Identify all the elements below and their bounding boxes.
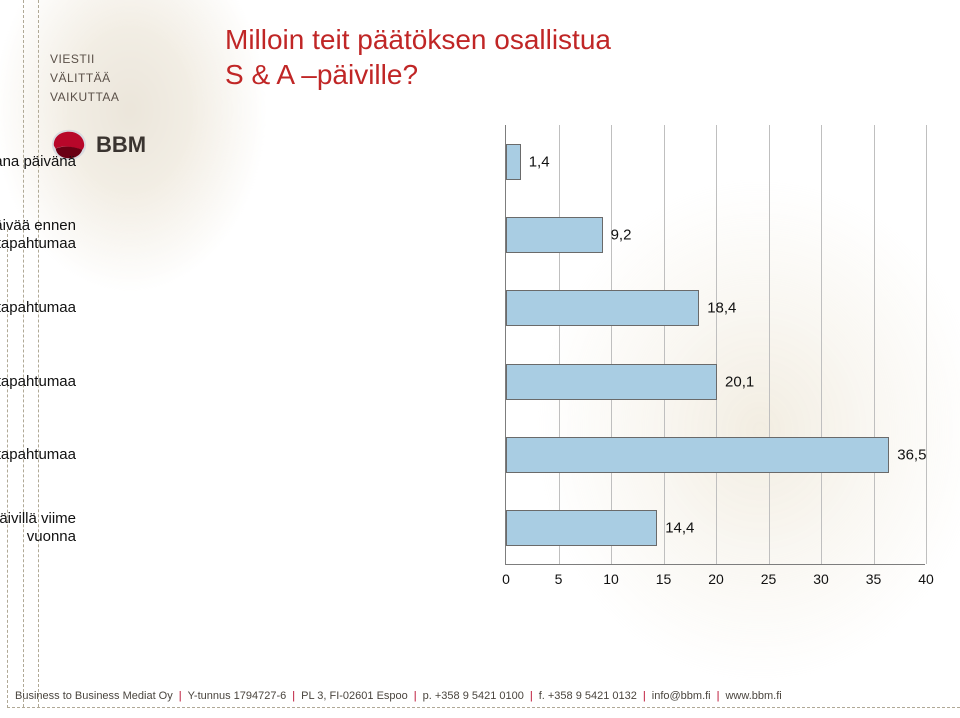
x-tick-label: 15: [656, 571, 672, 587]
bar-category-label: Kuukausi ennen tapahtumaa: [0, 373, 76, 391]
grid-line: [664, 125, 665, 564]
x-tick-label: 5: [555, 571, 563, 587]
bar-value-label: 9,2: [611, 227, 632, 244]
bar: [506, 364, 717, 400]
sidebar: VIESTII VÄLITTÄÄ VAIKUTTAA BBM: [50, 50, 200, 164]
tagline-line: VAIKUTTAA: [50, 88, 200, 107]
x-tick-label: 40: [918, 571, 934, 587]
page-title: Milloin teit päätöksen osallistuaS & A –…: [225, 22, 611, 92]
bar: [506, 217, 603, 253]
bar-value-label: 14,4: [665, 520, 694, 537]
tagline: VIESTII VÄLITTÄÄ VAIKUTTAA: [50, 50, 200, 108]
bar-category-label: Useampi kuukausi ennen tapahtumaa: [0, 446, 76, 464]
grid-line: [874, 125, 875, 564]
bar-category-label: 2-3 viikkoa ennen tapahtumaa: [0, 299, 76, 317]
tagline-line: VÄLITTÄÄ: [50, 69, 200, 88]
bar-category-label: Heti käytyäni S & A -päivillä viime vuon…: [0, 510, 76, 546]
bar: [506, 144, 521, 180]
bar: [506, 510, 657, 546]
bar-category-label: Samana päivänä: [0, 153, 76, 171]
grid-line: [926, 125, 927, 564]
x-tick-label: 20: [708, 571, 724, 587]
x-tick-label: 0: [502, 571, 510, 587]
chart-area: 0510152025303540Samana päivänä1,4Viikkoa…: [225, 125, 925, 605]
bar-category-label: Viikkoa tai muutamaa päivää ennen tapaht…: [0, 217, 76, 253]
logo-text: BBM: [96, 132, 146, 158]
grid-line: [769, 125, 770, 564]
x-tick-label: 25: [761, 571, 777, 587]
grid-line: [821, 125, 822, 564]
footer: Business to Business Mediat Oy|Y-tunnus …: [15, 690, 950, 702]
bar: [506, 437, 889, 473]
chart-plot: 0510152025303540Samana päivänä1,4Viikkoa…: [505, 125, 925, 565]
x-tick-label: 35: [866, 571, 882, 587]
tagline-line: VIESTII: [50, 50, 200, 69]
x-tick-label: 30: [813, 571, 829, 587]
bar-value-label: 36,5: [897, 447, 926, 464]
bar-value-label: 20,1: [725, 373, 754, 390]
bar: [506, 290, 699, 326]
x-tick-label: 10: [603, 571, 619, 587]
grid-line: [559, 125, 560, 564]
bar-value-label: 18,4: [707, 300, 736, 317]
grid-line: [611, 125, 612, 564]
bar-value-label: 1,4: [529, 153, 550, 170]
grid-line: [716, 125, 717, 564]
